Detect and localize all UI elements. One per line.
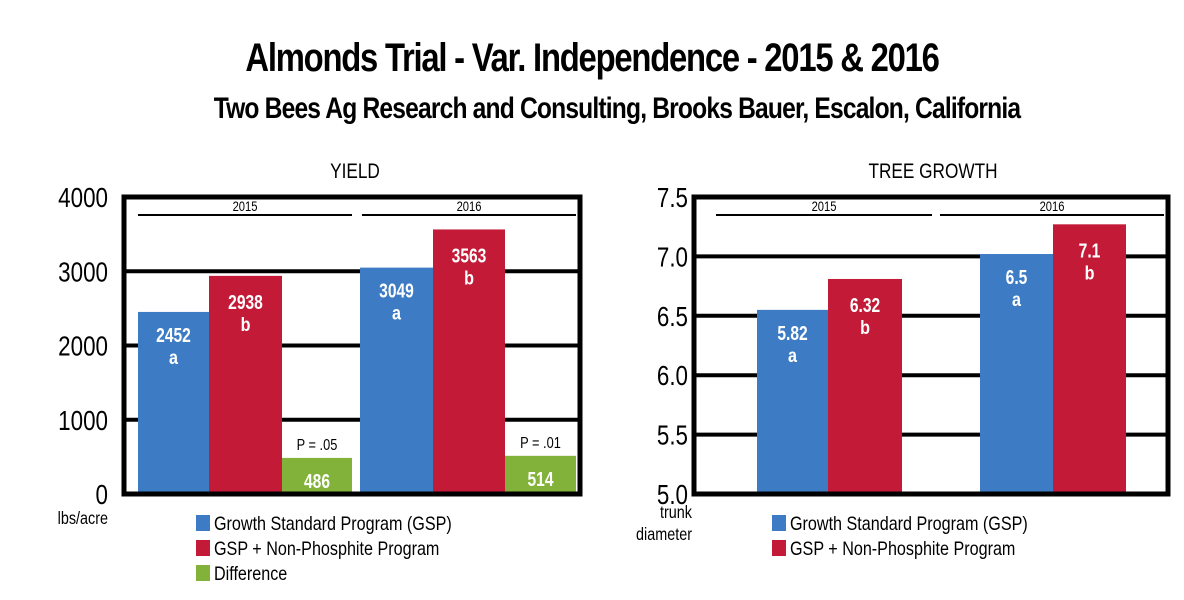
panel-title: TREE GROWTH <box>868 161 997 184</box>
bar-value-label: 3563 <box>452 245 487 267</box>
y-tick-label: 5.0 <box>657 480 688 511</box>
y-tick-label: 6.5 <box>657 302 688 333</box>
bar-value-label: 514 <box>527 468 553 490</box>
y-tick-label: 6.0 <box>657 361 688 392</box>
bar-value-label: 7.1 <box>1079 239 1101 261</box>
p-value-label: P = .01 <box>520 435 561 453</box>
y-tick-label: 7.5 <box>657 183 688 214</box>
bar-gsp <box>360 267 433 494</box>
bar-gsp_non_phosphite <box>433 229 505 494</box>
bar-gsp <box>980 254 1053 494</box>
y-axis-unit-label: lbs/acre <box>58 509 108 529</box>
panel-title: YIELD <box>330 161 380 184</box>
group-label: 2016 <box>1040 199 1065 214</box>
legend-label: Growth Standard Program (GSP) <box>214 513 452 535</box>
bar-gsp_non_phosphite <box>1053 224 1126 494</box>
legend-label: Difference <box>214 563 287 585</box>
significance-letter: a <box>169 347 178 369</box>
legend-swatch <box>196 540 210 556</box>
bar-value-label: 5.82 <box>777 322 807 344</box>
y-axis-unit-label: trunk <box>660 503 693 523</box>
bar-value-label: 2452 <box>156 324 191 346</box>
significance-letter: b <box>464 267 474 289</box>
y-tick-label: 4000 <box>58 183 108 214</box>
bar-value-label: 6.32 <box>850 294 880 316</box>
group-label: 2015 <box>812 199 837 214</box>
significance-letter: b <box>241 314 251 336</box>
significance-letter: b <box>1085 262 1095 284</box>
y-tick-label: 1000 <box>58 405 108 436</box>
legend-label: Growth Standard Program (GSP) <box>790 513 1028 535</box>
bar-gsp_non_phosphite <box>828 278 902 494</box>
y-tick-label: 2000 <box>58 331 108 362</box>
bar-value-label: 486 <box>304 470 330 492</box>
chart-title: Almonds Trial - Var. Independence - 2015… <box>245 36 939 80</box>
legend-label: GSP + Non-Phosphite Program <box>214 538 439 560</box>
y-tick-label: 3000 <box>58 257 108 288</box>
legend-label: GSP + Non-Phosphite Program <box>790 538 1015 560</box>
plot-frame <box>121 194 583 497</box>
legend-swatch <box>196 565 210 581</box>
group-label: 2015 <box>233 199 258 214</box>
significance-letter: a <box>392 302 401 324</box>
plot-frame <box>691 194 1171 497</box>
bar-gsp <box>757 309 828 494</box>
y-tick-label: 5.5 <box>657 420 688 451</box>
legend-swatch <box>772 515 786 531</box>
significance-letter: a <box>788 345 797 367</box>
y-tick-label: 0 <box>96 480 108 511</box>
bar-difference <box>282 457 352 494</box>
p-value-label: P = .05 <box>297 437 338 455</box>
bar-difference <box>505 455 576 494</box>
significance-letter: a <box>1012 289 1021 311</box>
chart-subtitle: Two Bees Ag Research and Consulting, Bro… <box>213 92 1021 125</box>
bar-value-label: 2938 <box>228 291 263 313</box>
group-label: 2016 <box>457 199 482 214</box>
bar-gsp <box>138 311 209 494</box>
bar-value-label: 6.5 <box>1006 266 1028 288</box>
bar-gsp_non_phosphite <box>209 275 282 494</box>
legend-swatch <box>772 540 786 556</box>
legend-swatch <box>196 515 210 531</box>
bar-value-label: 3049 <box>379 280 414 302</box>
y-tick-label: 7.0 <box>657 242 688 273</box>
y-axis-unit-label: diameter <box>636 525 692 545</box>
significance-letter: b <box>860 317 870 339</box>
